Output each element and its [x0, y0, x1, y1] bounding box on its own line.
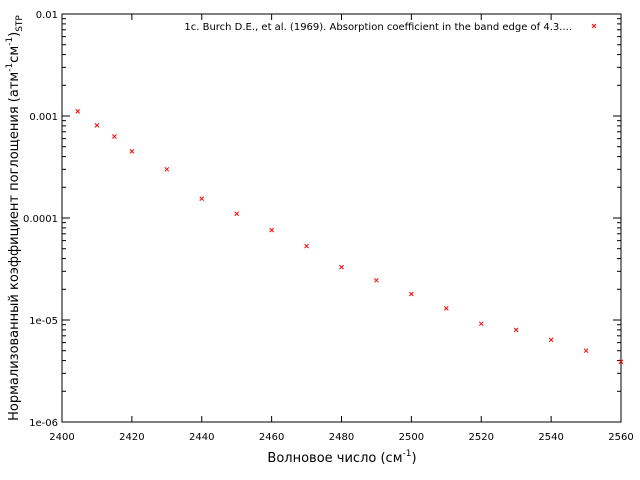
y-axis-title-superscript-1: -1 — [5, 63, 15, 72]
y-axis-ticks: 1e-06 1e-05 0.0001 0.001 0.01 — [23, 10, 621, 429]
data-point — [304, 243, 309, 249]
y-tick-label: 0.0001 — [23, 214, 58, 225]
data-point — [478, 321, 484, 327]
x-tick-label: 2540 — [538, 432, 563, 443]
y-tick-label: 0.001 — [29, 112, 58, 123]
legend-label: 1c. Burch D.E., et al. (1969). Absorptio… — [184, 22, 572, 33]
x-tick-label: 2500 — [399, 432, 424, 443]
data-point — [443, 306, 449, 311]
y-axis-title-mid: см — [7, 46, 22, 63]
y-axis-title-subscript: STP — [15, 15, 25, 32]
x-tick-label: 2400 — [49, 432, 74, 443]
data-point — [583, 348, 589, 354]
data-point — [513, 327, 519, 333]
data-point — [548, 337, 554, 343]
data-point — [409, 291, 414, 297]
x-tick-label: 2440 — [189, 432, 214, 443]
data-point — [269, 227, 274, 233]
data-points — [75, 109, 624, 365]
data-point — [94, 122, 100, 128]
legend-marker — [591, 23, 597, 29]
y-axis-title-tail: ) — [7, 32, 22, 37]
y-tick-label: 1e-05 — [29, 316, 58, 327]
data-point — [129, 149, 135, 154]
x-axis-title-superscript: -1 — [403, 449, 412, 459]
y-axis-title-main: Нормализованный коэффициент поглощения (… — [7, 72, 22, 421]
y-tick-label: 0.01 — [36, 10, 58, 21]
data-point — [199, 196, 205, 201]
x-axis-title: Волновое число (см-1) — [267, 449, 416, 466]
legend-marker-x — [591, 23, 597, 29]
y-axis-title: Нормализованный коэффициент поглощения (… — [5, 15, 25, 421]
x-axis-ticks: 2400 2420 2440 2460 2480 2500 2520 2540 2560 — [49, 14, 634, 443]
x-tick-label: 2420 — [119, 432, 144, 443]
y-axis-title-superscript-2: -1 — [5, 37, 15, 46]
data-point — [112, 134, 117, 139]
plot-frame — [61, 13, 622, 423]
legend: 1c. Burch D.E., et al. (1969). Absorptio… — [184, 22, 597, 33]
data-point — [339, 264, 344, 270]
x-tick-label: 2520 — [469, 432, 494, 443]
x-axis-title-tail: ) — [411, 451, 416, 466]
data-point — [164, 166, 170, 172]
x-tick-label: 2480 — [329, 432, 354, 443]
y-tick-label: 1e-06 — [29, 418, 58, 429]
data-point — [234, 211, 240, 217]
x-tick-label: 2560 — [608, 432, 633, 443]
x-axis-title-main: Волновое число (см — [267, 451, 402, 466]
x-tick-label: 2460 — [259, 432, 284, 443]
data-point — [75, 109, 81, 114]
data-point — [618, 359, 624, 365]
data-point — [374, 277, 379, 283]
